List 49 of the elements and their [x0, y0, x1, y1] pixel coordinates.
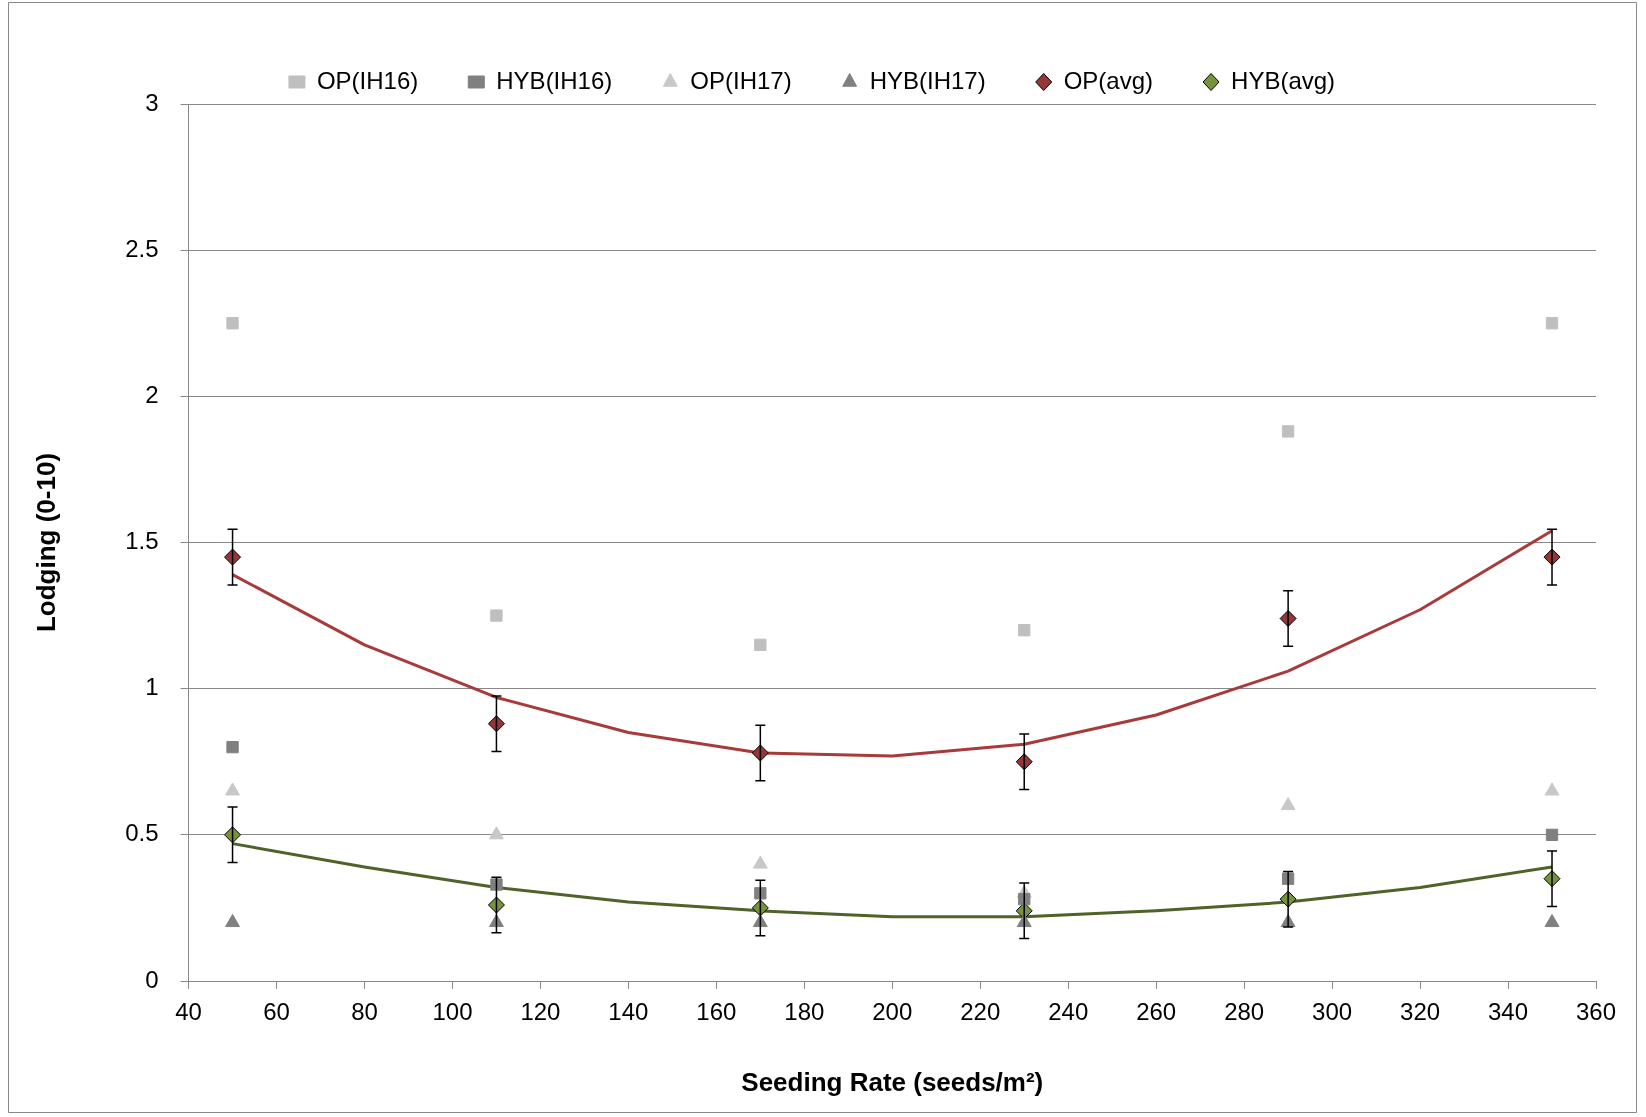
- y-tick-label: 0.5: [125, 819, 159, 847]
- legend-label: OP(avg): [1063, 66, 1154, 94]
- point: [226, 740, 239, 754]
- x-tick-label: 300: [1312, 998, 1353, 1026]
- y-tick-label: 2: [145, 380, 159, 408]
- x-tick-label: 40: [175, 998, 202, 1026]
- point: [490, 878, 503, 891]
- point: [1544, 782, 1560, 796]
- legend-label: HYB(IH17): [869, 66, 986, 94]
- y-tick-label: 1.5: [125, 527, 159, 555]
- x-tick-label: 360: [1575, 998, 1617, 1026]
- legend-label: HYB(avg): [1231, 66, 1336, 94]
- y-tick-label: 1: [145, 673, 159, 701]
- x-tick-label: 340: [1488, 998, 1529, 1026]
- point: [1545, 317, 1559, 330]
- x-tick-label: 280: [1224, 998, 1265, 1026]
- point: [1544, 914, 1560, 928]
- x-tick-label: 80: [351, 998, 378, 1026]
- x-tick-label: 180: [784, 998, 825, 1026]
- point: [754, 638, 767, 651]
- x-tick-label: 260: [1136, 998, 1177, 1026]
- legend-label: OP(IH17): [690, 66, 792, 94]
- x-axis-title: Seeding Rate (seeds/m²): [741, 1066, 1044, 1097]
- x-tick-label: 120: [520, 998, 561, 1026]
- point: [226, 317, 239, 330]
- point: [1545, 828, 1559, 841]
- point: [225, 782, 240, 796]
- legend-label: OP(IH16): [316, 66, 419, 94]
- x-tick-label: 240: [1048, 998, 1089, 1026]
- x-tick-label: 60: [263, 998, 290, 1026]
- point: [1280, 797, 1296, 811]
- legend-label: HYB(IH16): [496, 66, 613, 94]
- point: [489, 826, 504, 840]
- x-tick-label: 320: [1400, 998, 1441, 1026]
- x-tick-label: 100: [432, 998, 473, 1026]
- point: [490, 609, 503, 622]
- x-tick-label: 200: [872, 998, 913, 1026]
- point: [1281, 425, 1295, 438]
- point: [225, 914, 240, 928]
- point: [754, 887, 767, 900]
- point: [752, 855, 768, 869]
- y-tick-label: 0: [145, 965, 159, 993]
- x-tick-label: 140: [608, 998, 649, 1026]
- x-tick-label: 160: [696, 998, 737, 1026]
- y-tick-label: 3: [145, 88, 159, 116]
- y-axis-title: Lodging (0-10): [30, 452, 61, 633]
- point: [1018, 624, 1031, 637]
- x-tick-label: 220: [960, 998, 1001, 1026]
- y-tick-label: 2.5: [125, 234, 159, 262]
